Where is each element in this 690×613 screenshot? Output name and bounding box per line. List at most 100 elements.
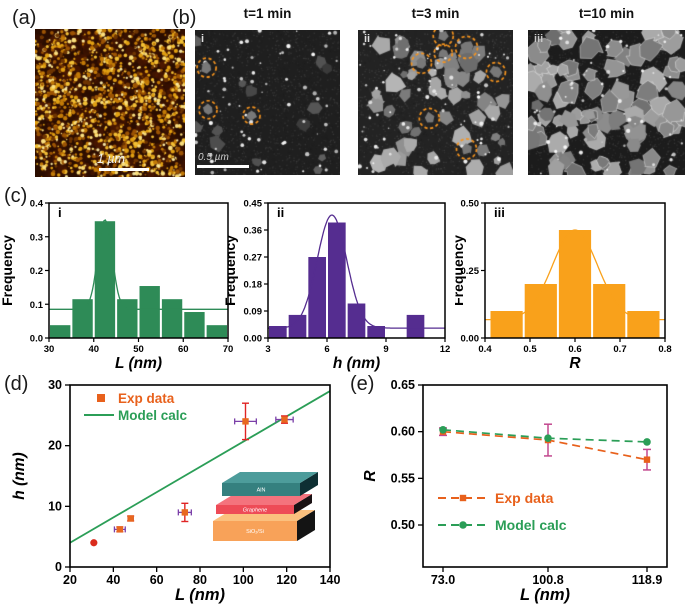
c-ii-fit-curve (268, 214, 445, 329)
panel-e-label: (e) (350, 373, 375, 395)
c-i-bars (50, 221, 227, 338)
panel-b1-scalebar (197, 165, 249, 168)
svg-text:10: 10 (48, 499, 62, 513)
panel-a-afm-micrograph: 1 µm (35, 29, 185, 177)
d-ticks (65, 384, 331, 572)
histogram-R: 0.00 0.25 0.50 0.4 0.5 0.6 0.7 0.8 R Frequency iii (455, 199, 672, 373)
panel-b1-title: t=1 min (243, 6, 292, 21)
exp-data-points (90, 402, 294, 547)
svg-text:0.0: 0.0 (30, 334, 43, 345)
svg-text:120: 120 (276, 573, 297, 587)
panel-b3-title: t=10 min (578, 6, 635, 21)
svg-text:100: 100 (233, 573, 254, 587)
svg-text:0.2: 0.2 (30, 266, 43, 277)
svg-text:80: 80 (193, 573, 207, 587)
svg-text:0.1: 0.1 (30, 300, 44, 311)
svg-text:140: 140 (320, 573, 341, 587)
c-i-tick-labels: 0.0 0.1 0.2 0.3 0.4 30 40 50 60 70 (30, 199, 234, 356)
c-iii-fit-curve (485, 229, 665, 321)
svg-text:Model calc: Model calc (118, 408, 188, 423)
c-iii-ylabel: Frequency (455, 235, 466, 306)
panel-c-label: (c) (4, 185, 28, 207)
svg-text:AlN: AlN (257, 488, 266, 494)
panel-b2-sem-micrograph: ii (358, 30, 513, 175)
c-iii-xlabel: R (569, 355, 581, 372)
panel-b2-index-label: ii (364, 33, 371, 45)
svg-text:Graphene: Graphene (243, 508, 267, 514)
svg-text:70: 70 (223, 344, 234, 355)
panel-b3-index-label: iii (534, 33, 544, 45)
c-i-fit-curve (49, 219, 228, 310)
svg-text:30: 30 (48, 378, 62, 392)
panel-b-label: (b) (172, 7, 197, 29)
c-iii-bars (490, 230, 660, 338)
svg-text:118.9: 118.9 (632, 573, 663, 587)
e-ylabel: R (362, 470, 379, 482)
svg-text:Exp data: Exp data (495, 490, 554, 506)
svg-text:12: 12 (440, 344, 451, 355)
svg-text:0.50: 0.50 (461, 199, 480, 210)
panel-b3-sem-micrograph: iii (528, 30, 685, 175)
svg-text:0: 0 (55, 560, 62, 574)
svg-text:6: 6 (324, 344, 329, 355)
svg-text:9: 9 (383, 344, 388, 355)
panel-a-scalebar-label: 1 µm (97, 152, 126, 166)
sem-image-canvas-1min (195, 30, 340, 175)
svg-text:Exp data: Exp data (118, 391, 175, 406)
svg-text:0.55: 0.55 (391, 471, 415, 485)
d-xlabel: L (nm) (175, 586, 226, 604)
c-ii-frame (267, 202, 446, 339)
svg-text:100.8: 100.8 (532, 573, 563, 587)
svg-text:20: 20 (63, 573, 77, 587)
svg-text:40: 40 (88, 344, 99, 355)
svg-text:60: 60 (150, 573, 164, 587)
svg-text:0.4: 0.4 (478, 344, 492, 355)
svg-text:Model calc: Model calc (495, 517, 567, 533)
panel-a-label: (a) (12, 7, 37, 29)
svg-text:0.8: 0.8 (658, 344, 671, 355)
histogram-L: 0.0 0.1 0.2 0.3 0.4 30 40 50 60 70 L (nm) Frequency… (0, 199, 234, 373)
svg-text:0.00: 0.00 (244, 334, 263, 345)
svg-text:0.09: 0.09 (244, 307, 263, 318)
afm-image-canvas (35, 29, 185, 177)
d-tick-labels: 0 10 20 30 20 40 60 80 100 120 140 (48, 378, 340, 587)
svg-text:0.7: 0.7 (613, 344, 626, 355)
histogram-h: 0.00 0.09 0.18 0.27 0.36 0.45 3 6 9 12 h (nm) Frequ… (225, 199, 451, 373)
panel-b1-sem-micrograph: i 0.5 µm (195, 30, 340, 175)
svg-text:0.45: 0.45 (244, 199, 263, 210)
c-ii-xlabel: h (nm) (333, 355, 380, 372)
e-series (439, 423, 651, 471)
svg-text:0.36: 0.36 (244, 226, 263, 237)
c-iii-index-label: iii (494, 205, 505, 220)
e-frame (422, 384, 668, 568)
sem-image-canvas-3min (358, 30, 513, 175)
c-i-ylabel: Frequency (0, 235, 15, 306)
d-legend: Exp data Model calc (84, 391, 188, 423)
sem-image-canvas-10min (528, 30, 685, 175)
d-inset-layer-stack: SiO₂/Si Graphene AlN (213, 472, 318, 541)
panel-d-label: (d) (4, 373, 29, 395)
svg-text:0.27: 0.27 (244, 253, 263, 264)
svg-text:0.60: 0.60 (391, 425, 415, 439)
svg-text:0.00: 0.00 (461, 334, 480, 345)
c-ii-bars (269, 222, 425, 338)
e-legend: Exp data Model calc (438, 490, 567, 533)
e-tick-labels: 0.50 0.55 0.60 0.65 73.0 100.8 118.9 (391, 378, 663, 587)
panel-a-scalebar (99, 168, 149, 171)
svg-text:40: 40 (106, 573, 120, 587)
panel-b1-index-label: i (201, 33, 205, 45)
svg-text:73.0: 73.0 (431, 573, 455, 587)
e-xlabel: L (nm) (520, 586, 571, 604)
c-iii-ticks (481, 202, 666, 342)
svg-text:0.50: 0.50 (391, 518, 415, 532)
svg-text:3: 3 (265, 344, 270, 355)
plot-R-vs-L: 0.50 0.55 0.60 0.65 73.0 100.8 118.9 Exp data Mo… (362, 378, 668, 604)
scatter-h-vs-L: 0 10 20 30 20 40 60 80 100 120 140 L (nm) h (nm) Exp … (11, 378, 340, 604)
svg-text:0.25: 0.25 (461, 266, 480, 277)
panel-b2-title: t=3 min (411, 6, 460, 21)
svg-text:0.65: 0.65 (391, 378, 415, 392)
svg-text:60: 60 (178, 344, 189, 355)
c-ii-ylabel: Frequency (225, 235, 238, 306)
svg-text:0.18: 0.18 (244, 280, 263, 291)
d-ylabel: h (nm) (11, 452, 28, 499)
